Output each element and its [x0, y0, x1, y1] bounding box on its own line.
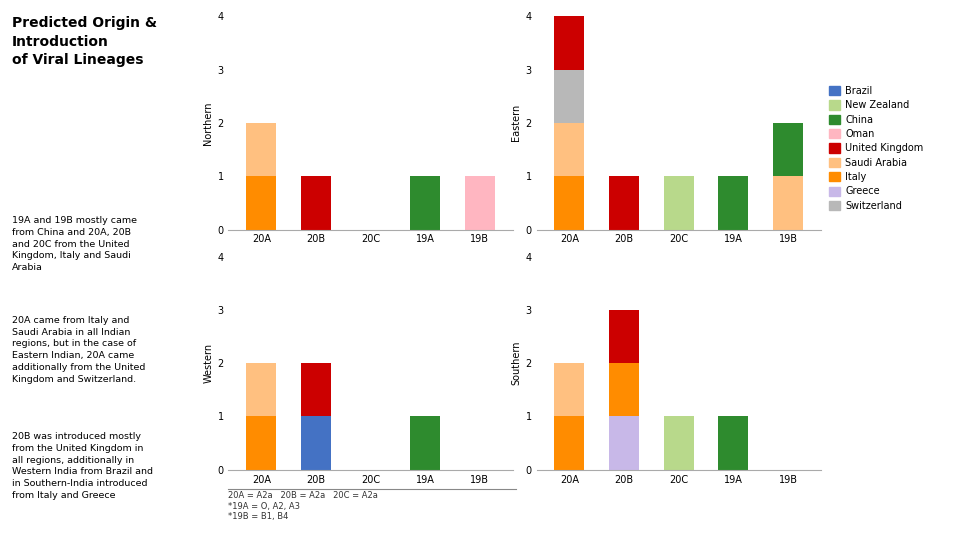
Bar [465, 176, 495, 230]
Bar [246, 416, 276, 470]
Text: 20A = A2a   20B = A2a   20C = A2a
*19A = O, A2, A3
*19B = B1, B4: 20A = A2a 20B = A2a 20C = A2a *19A = O, … [228, 491, 378, 521]
Y-axis label: Western: Western [204, 343, 213, 383]
Bar [246, 363, 276, 416]
Text: 19A and 19B mostly came
from China and 20A, 20B
and 20C from the United
Kingdom,: 19A and 19B mostly came from China and 2… [12, 216, 136, 272]
Bar [555, 363, 585, 416]
Bar [555, 123, 585, 176]
Bar [555, 416, 585, 470]
Bar [609, 310, 639, 363]
Bar [300, 176, 331, 230]
Legend: Brazil, New Zealand, China, Oman, United Kingdom, Saudi Arabia, Italy, Greece, S: Brazil, New Zealand, China, Oman, United… [828, 86, 924, 211]
Bar [555, 70, 585, 123]
Text: Predicted Origin &
Introduction
of Viral Lineages: Predicted Origin & Introduction of Viral… [12, 16, 156, 67]
Bar [410, 416, 441, 470]
Bar [246, 176, 276, 230]
Bar [300, 363, 331, 416]
Bar [300, 416, 331, 470]
Bar [609, 363, 639, 416]
Text: 20A came from Italy and
Saudi Arabia in all Indian
regions, but in the case of
E: 20A came from Italy and Saudi Arabia in … [12, 316, 145, 384]
Bar [718, 416, 749, 470]
Bar [663, 176, 694, 230]
Bar [609, 416, 639, 470]
Text: 20B was introduced mostly
from the United Kingdom in
all regions, additionally i: 20B was introduced mostly from the Unite… [12, 432, 153, 500]
Bar [773, 123, 803, 176]
Bar [609, 176, 639, 230]
Y-axis label: Southern: Southern [512, 341, 521, 386]
Bar [555, 16, 585, 70]
Bar [773, 176, 803, 230]
Bar [663, 416, 694, 470]
Bar [246, 123, 276, 176]
Y-axis label: Eastern: Eastern [512, 104, 521, 141]
Bar [555, 176, 585, 230]
Bar [718, 176, 749, 230]
Bar [410, 176, 441, 230]
Y-axis label: Northern: Northern [204, 101, 213, 145]
